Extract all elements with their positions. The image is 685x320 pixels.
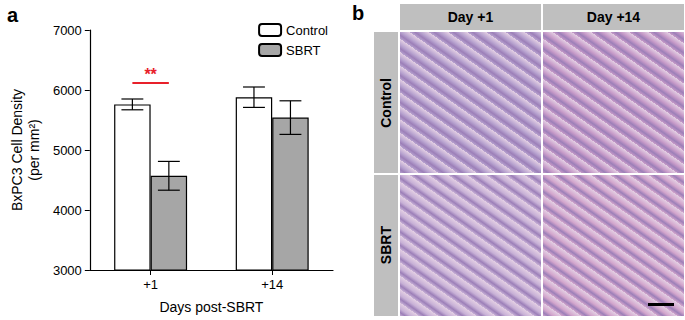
svg-text:3000: 3000 [53, 263, 82, 278]
html-text:SBRT: SBRT [378, 226, 394, 265]
svg-text:4000: 4000 [53, 203, 82, 218]
svg-text:**: ** [144, 66, 157, 83]
svg-text:a: a [7, 4, 19, 26]
svg-text:SBRT: SBRT [286, 43, 320, 58]
svg-text:5000: 5000 [53, 143, 82, 158]
svg-text:+14: +14 [261, 277, 283, 292]
svg-text:6000: 6000 [53, 83, 82, 98]
html-text:Day +1: Day +1 [447, 9, 494, 25]
html-text:Day +14: Day +14 [586, 9, 641, 25]
html-text:Control: Control [378, 77, 394, 128]
svg-text:Control: Control [286, 23, 328, 38]
svg-text:+1: +1 [143, 277, 158, 292]
svg-text:7000: 7000 [53, 23, 82, 38]
svg-text:(per mm²): (per mm²) [26, 119, 42, 180]
svg-text:BxPC3 Cell Density: BxPC3 Cell Density [9, 89, 25, 211]
html-text:b: b [352, 2, 365, 24]
svg-text:Days post-SBRT: Days post-SBRT [159, 299, 263, 315]
